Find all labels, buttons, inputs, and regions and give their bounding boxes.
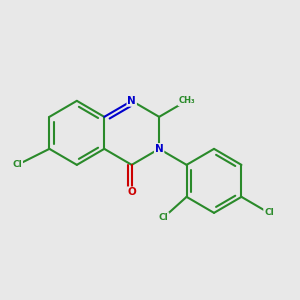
Text: Cl: Cl (13, 160, 22, 169)
Text: Cl: Cl (264, 208, 274, 217)
Text: O: O (127, 187, 136, 197)
Text: Cl: Cl (159, 213, 169, 222)
Text: N: N (127, 96, 136, 106)
Text: CH₃: CH₃ (178, 96, 195, 105)
Text: N: N (155, 144, 164, 154)
